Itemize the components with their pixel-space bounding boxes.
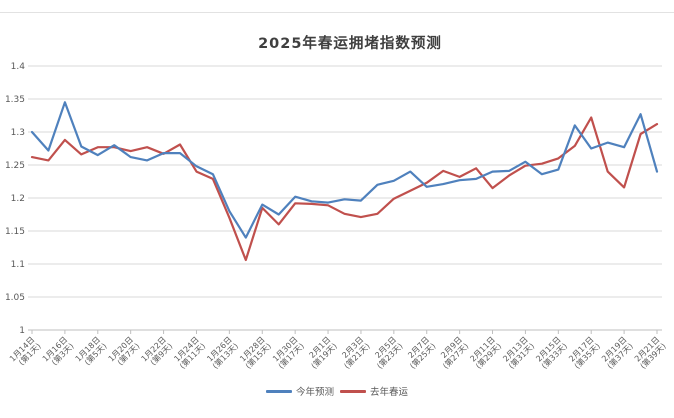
svg-text:2月7日(第25天): 2月7日(第25天) <box>402 335 438 371</box>
legend-label-last-year: 去年春运 <box>370 387 409 398</box>
svg-text:2月9日(第27天): 2月9日(第27天) <box>435 335 471 371</box>
svg-text:1月20日(第7天): 1月20日(第7天) <box>107 335 142 370</box>
window-top-divider <box>0 12 674 13</box>
svg-text:1: 1 <box>19 326 25 336</box>
svg-text:1月26日(第13天): 1月26日(第13天) <box>204 335 240 371</box>
svg-text:1.4: 1.4 <box>11 62 26 72</box>
last-year-line-swatch <box>340 389 366 393</box>
svg-text:1.1: 1.1 <box>11 260 25 270</box>
svg-text:1月30日(第17天): 1月30日(第17天) <box>270 335 306 371</box>
svg-text:1月28日(第15天): 1月28日(第15天) <box>237 335 273 371</box>
svg-text:2月19日(第37天): 2月19日(第37天) <box>599 335 635 371</box>
svg-text:2月11日(第29天): 2月11日(第29天) <box>468 335 504 371</box>
svg-text:1.2: 1.2 <box>11 194 25 204</box>
svg-text:1月16日(第3天): 1月16日(第3天) <box>41 335 76 370</box>
legend-item-this-year: 今年预测 <box>265 384 334 398</box>
legend-item-last-year: 去年春运 <box>340 384 408 398</box>
svg-text:1.25: 1.25 <box>5 161 25 171</box>
svg-text:1月24日(第11天): 1月24日(第11天) <box>172 335 208 371</box>
legend-label-this-year: 今年预测 <box>295 387 334 398</box>
svg-text:2月17日(第35天): 2月17日(第35天) <box>566 335 602 371</box>
chart-title: 2025年春运拥堵指数预测 <box>258 36 442 52</box>
svg-text:2月21日(第39天): 2月21日(第39天) <box>632 335 668 371</box>
svg-text:2月3日(第21天): 2月3日(第21天) <box>336 335 372 371</box>
svg-text:2月13日(第31天): 2月13日(第31天) <box>501 335 537 371</box>
svg-text:1月14日(第1天): 1月14日(第1天) <box>8 335 43 370</box>
svg-text:2月1日(第19天): 2月1日(第19天) <box>303 335 339 371</box>
svg-text:1.15: 1.15 <box>5 227 25 237</box>
svg-text:1.3: 1.3 <box>11 128 25 138</box>
svg-text:2月5日(第23天): 2月5日(第23天) <box>369 335 405 371</box>
svg-text:1月22日(第9天): 1月22日(第9天) <box>140 335 175 370</box>
chart-legend: 今年预测 去年春运 <box>0 384 674 398</box>
svg-text:1.35: 1.35 <box>5 95 25 105</box>
svg-text:2月15日(第33天): 2月15日(第33天) <box>533 335 569 371</box>
svg-text:1月18日(第5天): 1月18日(第5天) <box>74 335 109 370</box>
svg-text:1.05: 1.05 <box>5 293 25 303</box>
this-year-line-swatch <box>265 389 292 393</box>
